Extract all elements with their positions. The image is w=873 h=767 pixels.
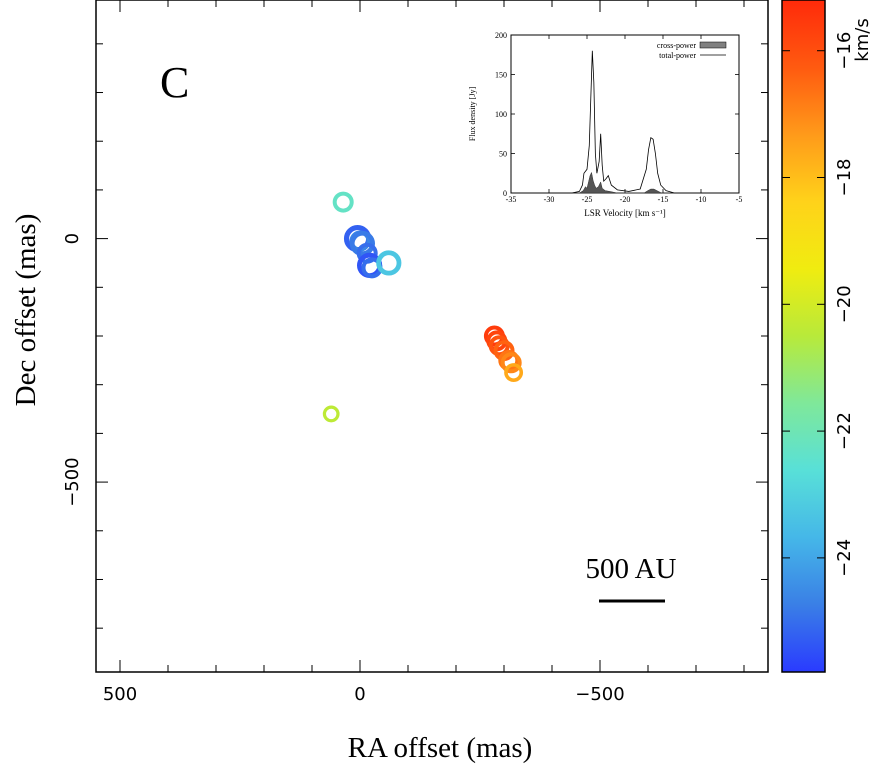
inset-frame: [510, 34, 740, 194]
scale-bar: 500 AU: [585, 553, 677, 603]
maser-spot: [488, 335, 510, 357]
maser-spot-map: 500 0 −500 0−500 C RA offset (mas) Dec off…: [10, 0, 769, 764]
maser-spot: [349, 230, 375, 257]
colorbar-tick-label: −22: [834, 412, 855, 450]
legend-label-total-power: total-power: [659, 51, 696, 60]
panel-label: C: [160, 58, 189, 107]
y-axis-label: Dec offset (mas): [10, 214, 42, 407]
y-tick-label: −500: [62, 457, 83, 506]
x-tick-label: 500: [103, 684, 137, 705]
total-power-line: [511, 50, 739, 194]
y-tick-labels: 0 −500: [62, 233, 83, 507]
maser-spot: [322, 405, 340, 423]
inset-x-tick-label: -35: [506, 195, 517, 204]
colorbar-unit-label: km/s: [852, 18, 873, 61]
inset-series: [511, 50, 739, 194]
inset-x-tick-label: -30: [544, 195, 555, 204]
colorbar-tick-label: −18: [834, 159, 855, 197]
scale-bar-label: 500 AU: [585, 553, 676, 585]
x-tick-label: 0: [354, 684, 365, 705]
x-tick-labels: 500 0 −500: [103, 684, 625, 705]
colorbar-gradient: [781, 0, 826, 673]
velocity-colorbar: −16 −18 −20 −22 −24 km/s: [781, 0, 873, 673]
colorbar-tick-label: −24: [834, 539, 855, 577]
cross-power-area: [511, 171, 739, 194]
inset-x-axis-label: LSR Velocity [km s⁻¹]: [584, 208, 666, 218]
inset-y-tick-label: 0: [503, 189, 507, 198]
colorbar-tick-label: −16: [834, 32, 855, 70]
inset-y-tick-label: 200: [495, 31, 507, 40]
maser-spot: [500, 352, 522, 374]
inset-y-tick-label: 150: [495, 71, 507, 80]
colorbar-ticks: [782, 50, 825, 559]
legend-label-cross-power: cross-power: [657, 41, 696, 50]
colorbar-tick-labels: −16 −18 −20 −22 −24: [834, 32, 855, 577]
colorbar-tick-label: −20: [834, 285, 855, 323]
x-tick-label: −500: [575, 684, 624, 705]
maser-spot: [376, 250, 402, 276]
inset-x-tick-label: -20: [620, 195, 631, 204]
maser-spot: [504, 363, 524, 382]
inset-x-tick-label: -5: [736, 195, 743, 204]
axis-ticks: [96, 0, 768, 672]
inset-x-tick-label: -25: [582, 195, 593, 204]
inset-x-tick-label: -10: [696, 195, 707, 204]
x-axis-label: RA offset (mas): [348, 732, 533, 764]
inset-legend: cross-power total-power: [657, 41, 727, 60]
inset-x-tick-labels: -35 -30 -25 -20 -15 -10 -5: [506, 195, 743, 204]
inset-y-axis-label: Flux density [Jy]: [468, 87, 477, 142]
y-tick-label: 0: [62, 233, 83, 244]
inset-y-tick-labels: 0 50 100 150 200: [495, 31, 507, 198]
maser-spots: [322, 191, 524, 423]
inset-x-tick-label: -15: [658, 195, 669, 204]
spectrum-inset: -35 -30 -25 -20 -15 -10 -5 0 50 100 150 200 LSR Ve…: [468, 31, 742, 218]
legend-swatch-cross-power: [699, 41, 727, 49]
maser-spot: [332, 191, 354, 213]
inset-y-tick-label: 100: [495, 110, 507, 119]
inset-y-tick-label: 50: [499, 150, 507, 159]
